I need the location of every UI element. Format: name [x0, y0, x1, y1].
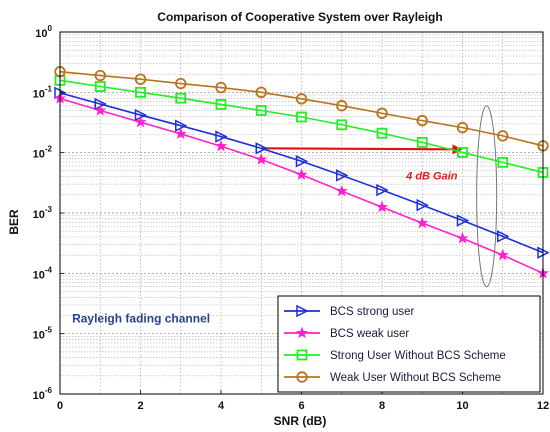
y-axis-ticks: 100 10-1 10-2 10-3 10-4 10-5 10-6 — [33, 24, 64, 402]
data-point-series-1 — [497, 230, 510, 243]
data-point-series-1 — [295, 155, 309, 168]
data-point-series-4 — [336, 100, 348, 112]
x-tick-label: 10 — [456, 400, 468, 412]
legend: BCS strong user BCS weak user Strong User … — [277, 295, 541, 393]
legend-marker-2 — [295, 326, 309, 339]
legend-label-3: Strong User Without BCS Scheme — [330, 350, 506, 362]
legend-marker-1 — [296, 304, 309, 318]
x-tick-label: 12 — [537, 400, 549, 412]
data-point-series-2 — [335, 184, 348, 197]
data-point-series-1 — [376, 183, 389, 197]
data-point-series-3 — [296, 111, 307, 123]
data-point-series-3 — [255, 105, 267, 116]
data-point-series-3 — [336, 119, 348, 131]
legend-marker-3 — [296, 349, 308, 361]
gain-annotation: 4 dB Gain — [405, 170, 458, 182]
data-point-series-4 — [376, 107, 388, 119]
y-tick-label: 100 — [35, 24, 52, 40]
data-point-series-3 — [215, 99, 227, 110]
y-tick-label: 10-5 — [33, 326, 53, 342]
data-point-series-1 — [215, 130, 228, 143]
y-tick-label: 10-6 — [33, 386, 53, 402]
data-point-series-1 — [255, 142, 268, 155]
data-point-series-4 — [416, 114, 428, 127]
data-point-series-1 — [456, 214, 470, 227]
data-point-series-2 — [456, 231, 469, 244]
data-point-series-2 — [94, 104, 107, 116]
x-axis-label: SNR (dB) — [274, 414, 327, 428]
data-point-series-2 — [214, 139, 228, 152]
data-point-series-3 — [416, 136, 428, 148]
gain-ellipse — [476, 105, 498, 288]
data-point-series-4 — [134, 73, 147, 85]
legend-marker-4 — [296, 371, 308, 383]
data-point-series-3 — [497, 156, 509, 168]
data-point-series-4 — [94, 69, 106, 82]
data-point-series-4 — [456, 121, 469, 134]
data-point-series-4 — [215, 81, 227, 94]
data-point-series-2 — [295, 168, 308, 180]
data-point-series-3 — [457, 147, 468, 158]
x-tick-label: 8 — [379, 400, 385, 412]
series-line-3 — [59, 79, 544, 174]
x-tick-label: 0 — [57, 400, 63, 412]
x-axis-ticks: 0 2 4 6 8 10 12 — [57, 390, 549, 412]
y-tick-label: 10-2 — [33, 145, 53, 161]
y-tick-label: 10-1 — [33, 84, 53, 100]
data-point-series-3 — [376, 127, 388, 139]
legend-label-1: BCS strong user — [330, 306, 415, 318]
data-point-series-4 — [175, 77, 187, 90]
series-line-2 — [59, 97, 544, 275]
data-point-series-2 — [255, 153, 268, 165]
data-point-series-3 — [175, 92, 187, 104]
series-line-4 — [59, 70, 544, 147]
y-tick-label: 10-3 — [33, 205, 53, 221]
data-point-series-2 — [375, 200, 389, 213]
data-point-series-4 — [255, 86, 267, 99]
data-point-series-2 — [174, 127, 187, 140]
legend-box — [277, 295, 541, 393]
data-point-series-2 — [134, 115, 147, 128]
y-axis-label: BER — [7, 209, 21, 235]
series-line-1 — [59, 92, 544, 254]
data-point-series-2 — [496, 248, 509, 261]
data-point-series-3 — [135, 86, 146, 98]
gain-arrow-shaft — [261, 147, 455, 151]
data-point-series-1 — [416, 198, 429, 212]
legend-label-4: Weak User Without BCS Scheme — [330, 372, 501, 384]
data-point-series-4 — [497, 130, 509, 142]
legend-label-2: BCS weak user — [330, 328, 409, 340]
x-tick-label: 4 — [218, 400, 225, 412]
annotation-text: 4 dB Gain Rayleigh fading channel — [72, 170, 458, 325]
x-tick-label: 2 — [137, 400, 143, 412]
data-point-series-4 — [295, 93, 308, 105]
data-point-series-2 — [416, 216, 429, 229]
data-point-series-1 — [336, 169, 349, 182]
channel-annotation: Rayleigh fading channel — [72, 311, 210, 325]
chart-title: Comparison of Cooperative System over Ra… — [157, 10, 442, 24]
data-point-series-3 — [94, 81, 106, 92]
x-tick-label: 6 — [298, 400, 304, 412]
y-tick-label: 10-4 — [33, 265, 53, 281]
